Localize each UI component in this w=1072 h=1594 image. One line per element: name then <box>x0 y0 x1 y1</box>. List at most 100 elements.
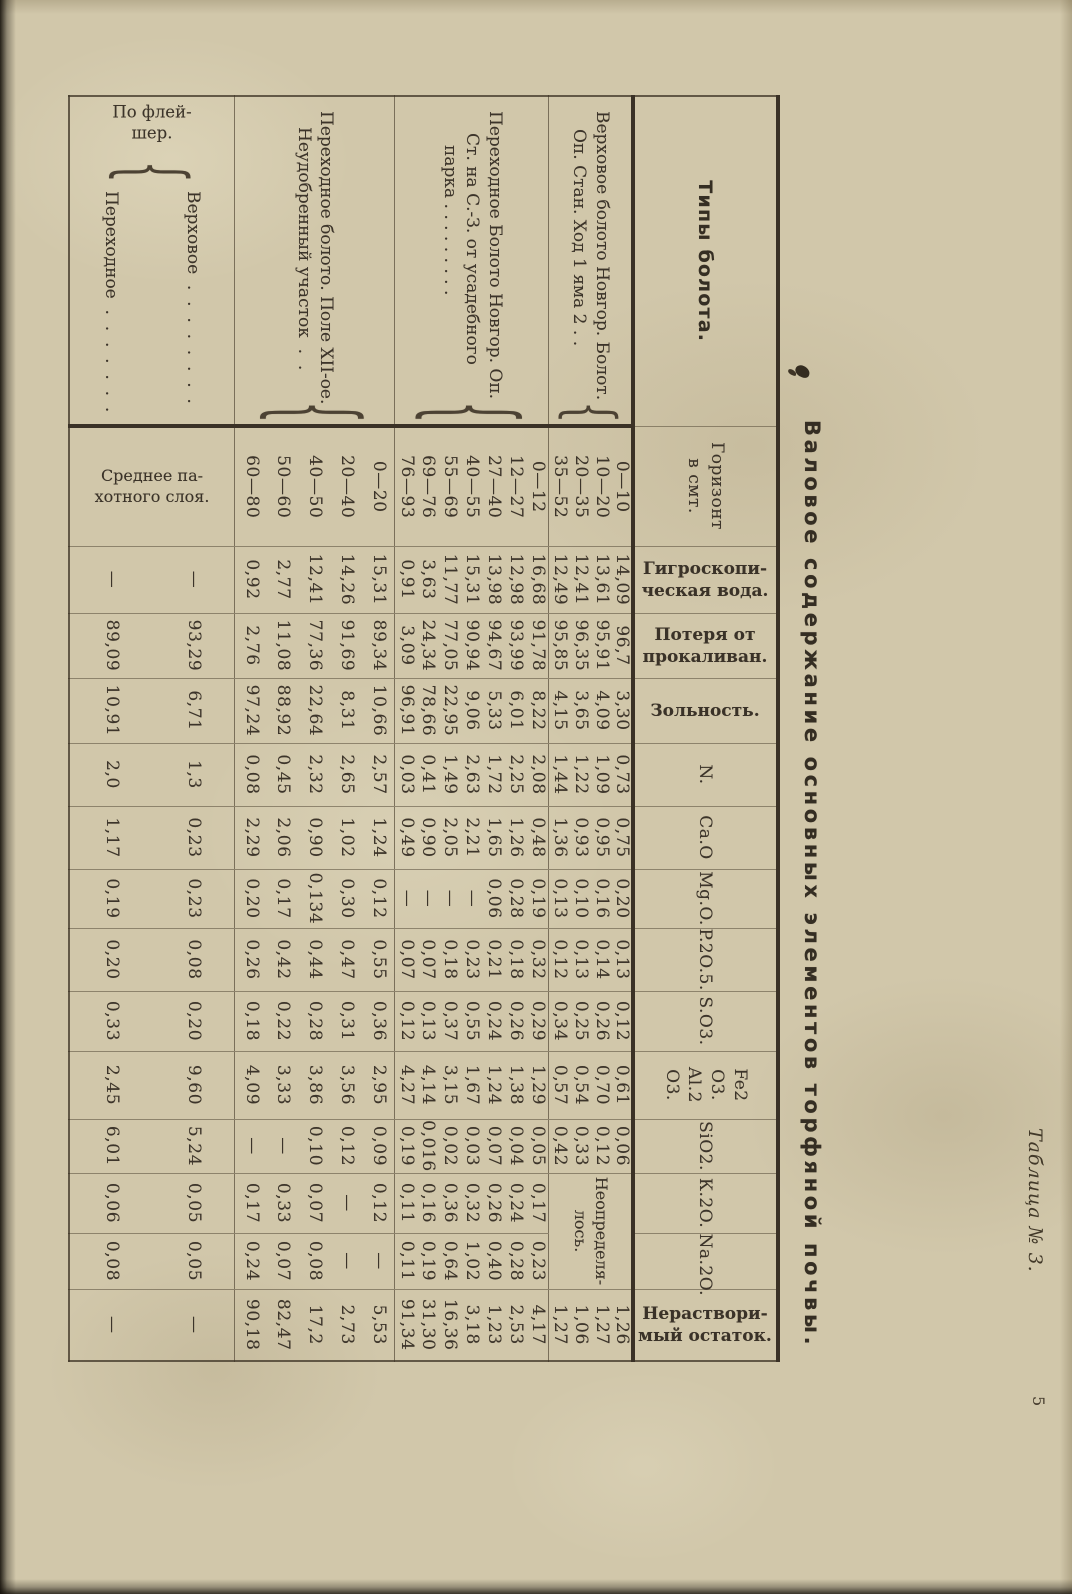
peat-composition-table: Типы болота. Горизонт в смт. Гигроскопи-… <box>68 95 780 1362</box>
horizon-cell: 20—40 <box>331 426 363 546</box>
data-cell: 0,13 <box>417 991 439 1051</box>
data-cell: 0,07 <box>267 1233 299 1289</box>
data-cell: 3,56 <box>331 1051 363 1119</box>
data-cell: 5,33 <box>483 678 505 743</box>
horizon-cell: 40—55 <box>461 426 483 546</box>
column-header-horizon: Горизонт в смт. <box>633 426 778 546</box>
data-cell: 0,75 <box>612 806 633 869</box>
data-cell: 89,34 <box>363 613 395 678</box>
horizon-merged-cell: Среднее па- хотного слоя. <box>69 426 235 546</box>
data-cell: 2,21 <box>461 806 483 869</box>
data-cell: 4,14 <box>417 1051 439 1119</box>
table-row: Переходное Болото Новгор. Оп. Ст. на С.-З… <box>395 96 549 1361</box>
group-brace: { <box>249 401 381 423</box>
data-cell: 0,23 <box>152 806 235 869</box>
data-cell: — <box>267 1119 299 1173</box>
data-cell: 0,21 <box>483 928 505 991</box>
data-cell: 2,73 <box>331 1289 363 1361</box>
data-cell: 2,95 <box>363 1051 395 1119</box>
data-cell: 5,53 <box>363 1289 395 1361</box>
data-cell: 0,06 <box>69 1173 153 1233</box>
data-cell: 2,53 <box>505 1289 527 1361</box>
data-cell: 4,17 <box>527 1289 549 1361</box>
data-cell: 8,22 <box>527 678 549 743</box>
data-cell: 0,61 <box>612 1051 633 1119</box>
data-cell: 1,23 <box>483 1289 505 1361</box>
group-brace: { <box>552 401 629 423</box>
data-cell: 0,08 <box>69 1233 153 1289</box>
data-cell: 1,09 <box>591 743 612 806</box>
column-header-p2o5: P.2O.5. <box>633 928 778 991</box>
column-header-so3: S.O3. <box>633 991 778 1051</box>
data-cell: 24,34 <box>417 613 439 678</box>
data-cell: 0,06 <box>612 1119 633 1173</box>
data-cell: 4,27 <box>395 1051 417 1119</box>
data-cell: 0,06 <box>483 869 505 928</box>
row-group: По флей- шер. {Верховое . . . . . . . . Пе… <box>69 96 235 1361</box>
data-cell: 3,63 <box>417 546 439 613</box>
data-cell: 1,44 <box>549 743 570 806</box>
data-cell: 95,85 <box>549 613 570 678</box>
group-label-text: Переходное Болото Новгор. Оп. Ст. на С.-З… <box>439 111 505 400</box>
data-cell: 0,20 <box>69 928 153 991</box>
data-cell: 97,24 <box>235 678 267 743</box>
data-cell: 0,70 <box>591 1051 612 1119</box>
not-determined-cell: Неопределя- лось. <box>549 1173 633 1289</box>
row-label: Переходное . . . . . . . <box>101 191 122 413</box>
data-cell: 1,36 <box>549 806 570 869</box>
row-group: Переходное Болото Новгор. Оп. Ст. на С.-З… <box>395 96 549 1361</box>
data-cell: 0,93 <box>570 806 591 869</box>
data-cell: 0,12 <box>395 991 417 1051</box>
data-cell: 12,49 <box>549 546 570 613</box>
data-cell: 0,07 <box>417 928 439 991</box>
data-cell: — <box>461 869 483 928</box>
horizon-cell: 0—10 <box>612 426 633 546</box>
data-cell: 0,08 <box>152 928 235 991</box>
data-cell: 2,29 <box>235 806 267 869</box>
column-header-k2o: К.2O. <box>633 1173 778 1233</box>
data-cell: 2,32 <box>299 743 331 806</box>
data-cell: 16,36 <box>439 1289 461 1361</box>
data-cell: 0,28 <box>505 869 527 928</box>
data-cell: 3,15 <box>439 1051 461 1119</box>
data-cell: 0,05 <box>152 1173 235 1233</box>
data-cell: 1,02 <box>331 806 363 869</box>
data-cell: 0,03 <box>395 743 417 806</box>
data-cell: 0,134 <box>299 869 331 928</box>
table-row: Переходное болото. Поле XII-ое. Неудобрен… <box>235 96 395 1361</box>
data-cell: 1,26 <box>505 806 527 869</box>
table-caption: Таблица № 3. <box>1024 1128 1046 1273</box>
data-cell: 96,91 <box>395 678 417 743</box>
data-cell: 5,24 <box>152 1119 235 1173</box>
horizon-cell: 10—20 <box>591 426 612 546</box>
data-cell: — <box>331 1173 363 1233</box>
data-cell: 0,26 <box>235 928 267 991</box>
column-header-ash: Зольность. <box>633 678 778 743</box>
row-group-label: Переходное Болото Новгор. Оп. Ст. на С.-З… <box>395 96 549 426</box>
data-cell: 0,19 <box>527 869 549 928</box>
data-cell: 0,13 <box>570 928 591 991</box>
data-cell: 2,63 <box>461 743 483 806</box>
data-cell: 1,29 <box>527 1051 549 1119</box>
data-cell: 1,27 <box>591 1289 612 1361</box>
data-cell: 0,12 <box>612 991 633 1051</box>
data-cell: 0,12 <box>363 869 395 928</box>
data-cell: 0,33 <box>69 991 153 1051</box>
data-cell: 2,25 <box>505 743 527 806</box>
data-cell: 90,94 <box>461 613 483 678</box>
row-group: Переходное болото. Поле XII-ое. Неудобрен… <box>235 96 395 1361</box>
data-cell: 0,29 <box>527 991 549 1051</box>
data-cell: 0,13 <box>549 869 570 928</box>
data-cell: 89,09 <box>69 613 153 678</box>
data-cell: 0,23 <box>527 1233 549 1289</box>
data-cell: 1,02 <box>461 1233 483 1289</box>
column-header-cao: Ca.O <box>633 806 778 869</box>
data-cell: 3,33 <box>267 1051 299 1119</box>
data-cell: — <box>363 1233 395 1289</box>
data-cell: 78,66 <box>417 678 439 743</box>
data-cell: 94,67 <box>483 613 505 678</box>
data-cell: 1,49 <box>439 743 461 806</box>
data-cell: 22,64 <box>299 678 331 743</box>
